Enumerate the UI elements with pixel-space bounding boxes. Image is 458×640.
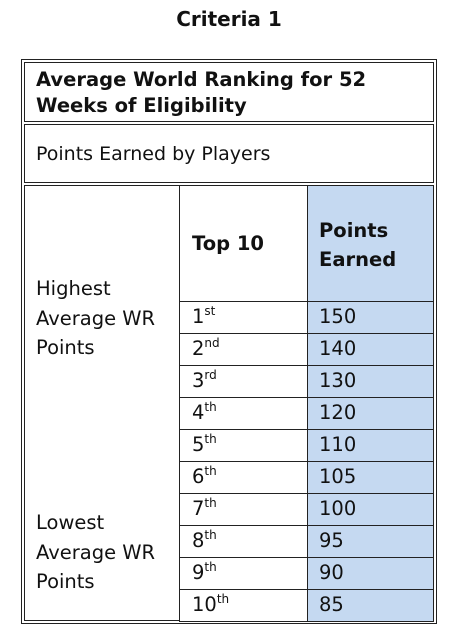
points-cell: 130	[307, 365, 434, 398]
lowest-average-label: Lowest Average WR Points	[36, 511, 156, 593]
rank-cell: 6th	[179, 461, 308, 494]
rank-suffix: st	[204, 304, 216, 318]
points-cell: 105	[307, 461, 434, 494]
rank-number: 6	[192, 465, 205, 488]
points-cell: 95	[307, 525, 434, 558]
rank-number: 4	[192, 401, 205, 424]
points-cell: 85	[307, 589, 434, 622]
rank-suffix: th	[204, 464, 217, 478]
rank-number: 1	[192, 305, 205, 328]
rank-cell: 7th	[179, 493, 308, 526]
rank-suffix: nd	[204, 336, 220, 350]
rank-suffix: th	[204, 400, 217, 414]
rank-number: 8	[192, 529, 205, 552]
rank-number: 3	[192, 369, 205, 392]
rank-cell: 8th	[179, 525, 308, 558]
rank-cell: 10th	[179, 589, 308, 622]
points-cell: 150	[307, 301, 434, 334]
rank-suffix: th	[204, 560, 217, 574]
rank-number: 10	[192, 593, 217, 616]
highest-average-label: Highest Average WR Points	[36, 277, 156, 359]
page-title: Criteria 1	[176, 7, 282, 31]
rank-number: 9	[192, 561, 205, 584]
rank-suffix: th	[216, 592, 230, 606]
table-header: Average World Ranking for 52 Weeks of El…	[24, 62, 434, 122]
points-cell: 100	[307, 493, 434, 526]
rank-number: 5	[192, 433, 205, 456]
points-cell: 110	[307, 429, 434, 462]
ranking-direction-cell: Highest Average WR Points Lowest Average…	[24, 185, 180, 621]
criteria-table: Average World Ranking for 52 Weeks of El…	[21, 59, 437, 624]
column-header-points: Points Earned	[307, 185, 434, 302]
rank-number: 7	[192, 497, 205, 520]
rank-cell: 5th	[179, 429, 308, 462]
rank-suffix: rd	[204, 368, 217, 382]
rank-suffix: th	[204, 432, 217, 446]
table-subheader: Points Earned by Players	[24, 124, 434, 183]
rank-number: 2	[192, 337, 205, 360]
rank-cell: 9th	[179, 557, 308, 590]
rank-cell: 3rd	[179, 365, 308, 398]
points-cell: 120	[307, 397, 434, 430]
rank-cell: 2nd	[179, 333, 308, 366]
rank-suffix: th	[204, 528, 217, 542]
points-cell: 90	[307, 557, 434, 590]
points-cell: 140	[307, 333, 434, 366]
rank-cell: 4th	[179, 397, 308, 430]
column-header-rank: Top 10	[179, 185, 308, 302]
rank-cell: 1st	[179, 301, 308, 334]
rank-suffix: th	[204, 496, 217, 510]
